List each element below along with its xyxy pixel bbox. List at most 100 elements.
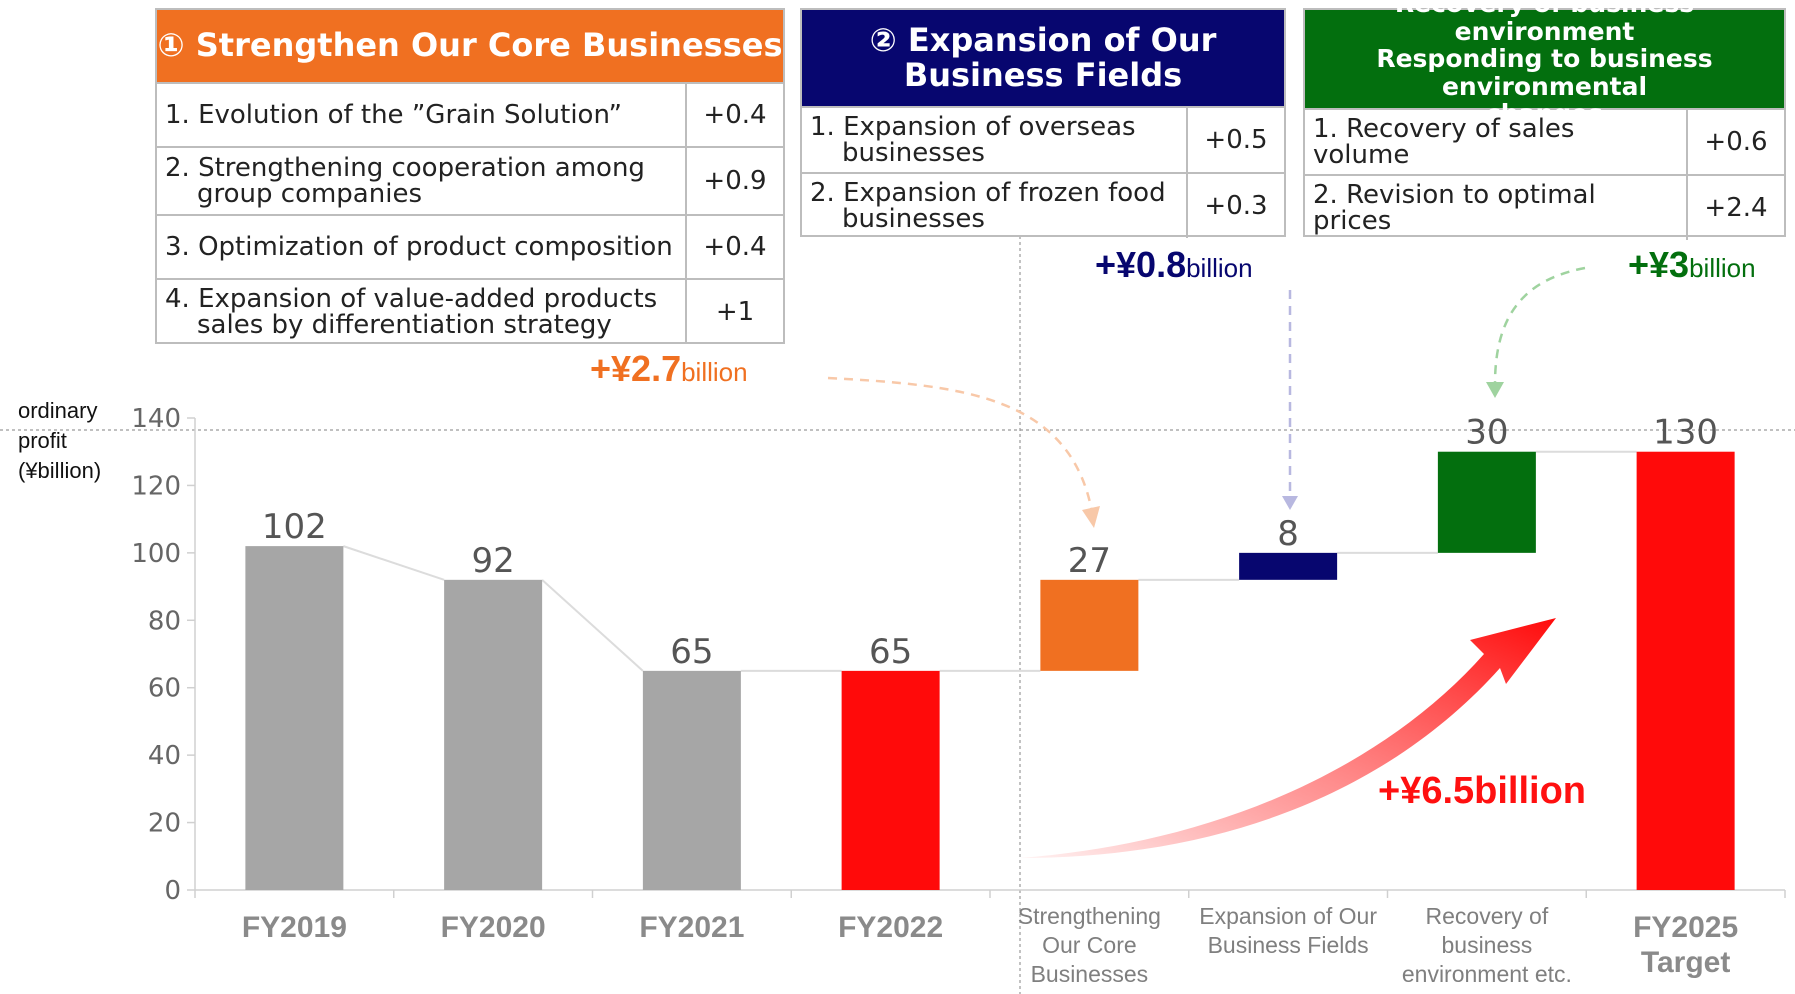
initiative-value: +0.4	[685, 214, 783, 279]
table-row: 2. Revision to optimal prices +2.4	[1305, 174, 1784, 240]
bar-value-label: 102	[262, 507, 327, 547]
initiative-total-fields: +¥0.8billion	[1095, 244, 1253, 286]
y-tick-label: 80	[148, 606, 181, 636]
x-tick-label-line: FY2019	[242, 911, 347, 944]
initiative-item: 3. Optimization of product composition	[157, 214, 686, 279]
overall-increase-label: +¥6.5billion	[1378, 770, 1587, 812]
item-text-line: businesses	[842, 204, 985, 234]
x-tick-label-line: FY2022	[838, 911, 943, 944]
initiative-table: 1. Expansion of overseas businesses +0.5 …	[802, 106, 1284, 238]
title-line: Recovery of business environment	[1394, 0, 1695, 46]
item-text-line: 1. Recovery of sales volume	[1313, 114, 1575, 170]
y-tick-label: 60	[148, 674, 181, 704]
initiative-box-fields: ② Expansion of Our Business Fields 1. Ex…	[800, 8, 1286, 238]
x-tick-label-line: Expansion of Our	[1199, 903, 1377, 929]
bar-value-label: 65	[869, 632, 912, 672]
bar-value-label: 92	[471, 541, 514, 581]
initiative-value: +1	[685, 278, 783, 344]
x-tick-label-line: FY2021	[639, 911, 744, 944]
x-tick-label-line: FY2025	[1633, 911, 1738, 944]
callout-arrow-core	[827, 376, 1094, 513]
initiative-title: ① Strengthen Our Core Businesses	[157, 10, 783, 82]
connector-line	[541, 579, 644, 672]
bar	[1636, 451, 1735, 890]
table-row: 1. Recovery of sales volume +0.6	[1305, 108, 1784, 175]
item-text-line: sales by differentiation strategy	[197, 310, 612, 340]
bar-value-label: 27	[1068, 541, 1111, 581]
total-unit: billion	[1186, 253, 1253, 283]
bar-value-labels: 102 92 65 65 27 8 30 130	[262, 413, 1718, 672]
bar-value-label: 130	[1653, 413, 1718, 453]
bar-value-label: 30	[1465, 413, 1508, 453]
initiative-total-recovery: +¥3billion	[1628, 244, 1756, 286]
growth-arrow	[1020, 618, 1556, 858]
initiative-item: 2. Expansion of frozen food businesses	[802, 172, 1187, 238]
y-axis: 0 20 40 60 80 100 120 140	[131, 404, 1786, 906]
bar	[245, 546, 344, 890]
callout-arrowhead-fields	[1282, 496, 1298, 510]
y-axis-title-line: (¥billion)	[18, 458, 102, 483]
x-tick-label: FY2020	[441, 911, 546, 944]
initiative-value: +0.4	[685, 82, 783, 147]
total-unit: billion	[1689, 253, 1756, 283]
connector-line	[343, 545, 445, 581]
x-tick-label: FY2021	[639, 911, 744, 944]
bar	[1437, 451, 1536, 553]
item-text-line: 2. Strengthening cooperation among	[165, 153, 645, 183]
callout-arrows	[827, 266, 1586, 858]
total-value: +¥2.7	[590, 348, 682, 389]
initiative-title: Recovery of business environment Respond…	[1305, 0, 1784, 127]
item-text-line: businesses	[842, 138, 985, 168]
table-row: 1. Expansion of overseas businesses +0.5	[802, 106, 1284, 173]
item-text-line: 2. Revision to optimal prices	[1313, 180, 1596, 236]
y-axis-title: ordinary profit (¥billion)	[18, 396, 101, 486]
x-tick-label-line: FY2020	[441, 911, 546, 944]
total-value: +¥3	[1628, 244, 1690, 285]
x-tick-label-line: Businesses	[1031, 961, 1149, 987]
bar	[841, 670, 940, 890]
bars	[245, 451, 1735, 890]
item-text-line: 1. Expansion of overseas	[810, 112, 1136, 142]
initiative-item: 2. Strengthening cooperation among group …	[157, 146, 686, 215]
x-tick-label: FY2025 Target	[1633, 911, 1738, 979]
item-text-line: 2. Expansion of frozen food	[810, 178, 1166, 208]
table-row: 1. Evolution of the ”Grain Solution” +0.…	[157, 82, 783, 147]
x-tick-label-line: Strengthening	[1018, 903, 1161, 929]
item-text-line: group companies	[197, 179, 422, 209]
initiative-value: +0.9	[685, 146, 783, 215]
callout-arrow-recovery	[1493, 266, 1586, 385]
bar-value-label: 65	[670, 632, 713, 672]
initiative-table: 1. Evolution of the ”Grain Solution” +0.…	[157, 82, 783, 344]
initiative-box-recovery: Recovery of business environment Respond…	[1303, 0, 1786, 240]
bar	[1040, 579, 1139, 671]
table-row: 2. Expansion of frozen food businesses +0…	[802, 172, 1284, 238]
y-axis-title-line: ordinary	[18, 398, 98, 423]
x-tick-label-line: Our Core	[1042, 932, 1137, 958]
table-row: 3. Optimization of product composition +…	[157, 214, 783, 279]
initiative-table: 1. Recovery of sales volume +0.6 2. Revi…	[1305, 108, 1784, 240]
y-tick-label: 120	[131, 471, 181, 501]
initiative-item: 2. Revision to optimal prices	[1305, 174, 1687, 240]
bar	[642, 670, 741, 890]
x-tick-label: Strengthening Our Core Businesses	[1018, 903, 1161, 987]
x-tick-label: FY2022	[838, 911, 943, 944]
total-unit: billion	[681, 357, 748, 387]
y-tick-label: 0	[164, 876, 181, 906]
initiative-item: 4. Expansion of value-added products sale…	[157, 278, 686, 344]
item-text-line: 1. Evolution of the ”Grain Solution”	[165, 100, 622, 130]
initiative-value: +0.3	[1186, 172, 1284, 238]
y-axis-title-line: profit	[18, 428, 67, 453]
initiative-value: +0.6	[1686, 108, 1784, 175]
bar-connectors	[343, 450, 1637, 672]
bar	[444, 579, 543, 890]
x-tick-label-line: business	[1441, 932, 1532, 958]
title-line: Responding to business environmental	[1376, 44, 1713, 101]
x-tick-label: Expansion of Our Business Fields	[1199, 903, 1377, 958]
bar-value-label: 8	[1277, 514, 1299, 554]
initiative-value: +2.4	[1686, 174, 1784, 240]
initiative-box-core: ① Strengthen Our Core Businesses 1. Evol…	[155, 8, 785, 344]
initiative-value: +0.5	[1186, 106, 1284, 173]
y-tick-label: 140	[131, 404, 181, 434]
item-text-line: 3. Optimization of product composition	[165, 232, 673, 262]
